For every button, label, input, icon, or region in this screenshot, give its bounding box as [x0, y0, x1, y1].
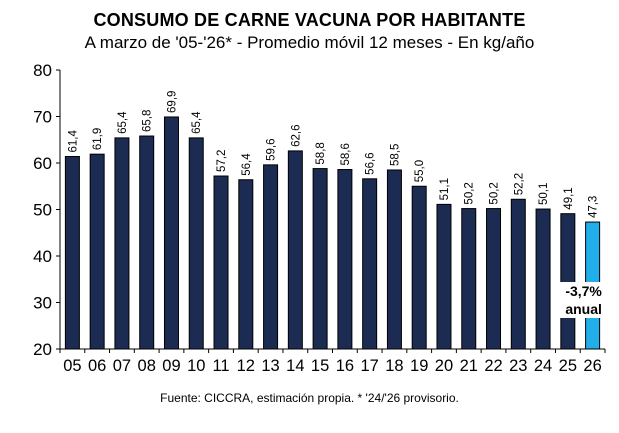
value-label: 50,2 — [489, 182, 501, 204]
x-tick-label: 10 — [187, 357, 205, 375]
value-label: 65,8 — [142, 110, 154, 132]
value-label: 65,4 — [191, 111, 203, 134]
value-label: 55,0 — [414, 160, 426, 182]
value-label: 61,4 — [67, 130, 79, 153]
value-label: 51,1 — [439, 178, 451, 200]
annual-change-value: -3,7% — [565, 283, 602, 299]
bar — [163, 116, 179, 350]
source-note: Fuente: CICCRA, estimación propia. * '24… — [160, 391, 459, 405]
chart-subtitle: A marzo de '05-'26* - Promedio móvil 12 … — [84, 33, 535, 52]
bar — [411, 185, 427, 350]
x-tick-label: 13 — [261, 357, 279, 375]
y-tick-label: 30 — [33, 294, 52, 313]
x-axis: 05 06 07 08 09 10 11 12 13 14 15 16 17 18 19 20 21 22 23 24… — [59, 348, 606, 375]
y-tick-label: 60 — [33, 154, 52, 173]
value-label: 59,6 — [266, 138, 278, 160]
x-tick-label: 26 — [583, 357, 601, 375]
x-tick-label: 25 — [559, 357, 577, 375]
bar — [89, 153, 105, 350]
y-tick-label: 40 — [33, 247, 52, 266]
x-tick-label: 08 — [138, 357, 156, 375]
y-tick-label: 20 — [33, 340, 52, 359]
value-label: 58,8 — [315, 142, 327, 164]
x-tick-label: 06 — [88, 357, 106, 375]
value-label: 61,9 — [92, 128, 104, 150]
x-tick-label: 09 — [162, 357, 180, 375]
x-tick-label: 11 — [212, 357, 229, 375]
x-tick-label: 16 — [336, 357, 354, 375]
value-label: 50,2 — [464, 182, 476, 204]
bar — [263, 164, 279, 350]
value-label: 58,6 — [340, 143, 352, 165]
x-tick-label: 15 — [311, 357, 329, 375]
value-label: 52,2 — [513, 173, 525, 195]
x-tick-label: 14 — [286, 357, 304, 375]
value-label: 49,1 — [563, 187, 575, 209]
x-tick-label: 24 — [534, 357, 552, 375]
bar — [213, 175, 229, 350]
bar — [312, 168, 328, 350]
y-tick-label: 80 — [33, 61, 52, 80]
value-label: 47,3 — [588, 196, 600, 218]
bar — [510, 198, 526, 350]
x-tick-label: 21 — [460, 357, 478, 375]
bar — [188, 137, 204, 350]
bar — [386, 169, 402, 350]
bar — [362, 178, 378, 350]
bar — [114, 137, 130, 350]
value-label: 50,1 — [538, 183, 550, 205]
x-tick-label: 12 — [237, 357, 255, 375]
value-label: 62,6 — [290, 125, 302, 147]
x-tick-label: 17 — [360, 357, 378, 375]
value-label: 57,2 — [216, 150, 228, 172]
annual-change-annotation: -3,7% anual — [557, 282, 610, 318]
x-tick-label: 23 — [509, 357, 527, 375]
bar — [139, 135, 155, 350]
x-tick-label: 20 — [435, 357, 453, 375]
value-label: 56,6 — [365, 152, 377, 174]
y-tick-label: 50 — [33, 201, 52, 220]
chart-title: CONSUMO DE CARNE VACUNA POR HABITANTE — [93, 10, 526, 30]
annual-change-caption: anual — [565, 301, 602, 317]
value-label: 65,4 — [117, 111, 129, 134]
bar — [461, 208, 477, 350]
y-axis: 20 30 40 50 60 70 80 — [33, 61, 61, 359]
bars — [64, 116, 601, 350]
x-tick-label: 22 — [484, 357, 502, 375]
bar — [535, 208, 551, 350]
bar — [238, 179, 254, 350]
value-label: 69,9 — [166, 91, 178, 113]
x-tick-label: 19 — [410, 357, 428, 375]
x-tick-label: 05 — [63, 357, 81, 375]
value-label: 56,4 — [241, 153, 253, 176]
bar — [337, 169, 353, 350]
x-tick-label: 18 — [385, 357, 403, 375]
x-tick-label: 07 — [113, 357, 131, 375]
bar — [436, 203, 452, 350]
bar — [287, 150, 303, 350]
bar — [486, 208, 502, 350]
y-tick-label: 70 — [33, 108, 52, 127]
value-labels: 61,4 61,9 65,4 65,8 69,9 65,4 57,2 56,4 59,6 62,6… — [67, 91, 599, 218]
value-label: 58,5 — [389, 144, 401, 166]
bar — [64, 155, 80, 350]
